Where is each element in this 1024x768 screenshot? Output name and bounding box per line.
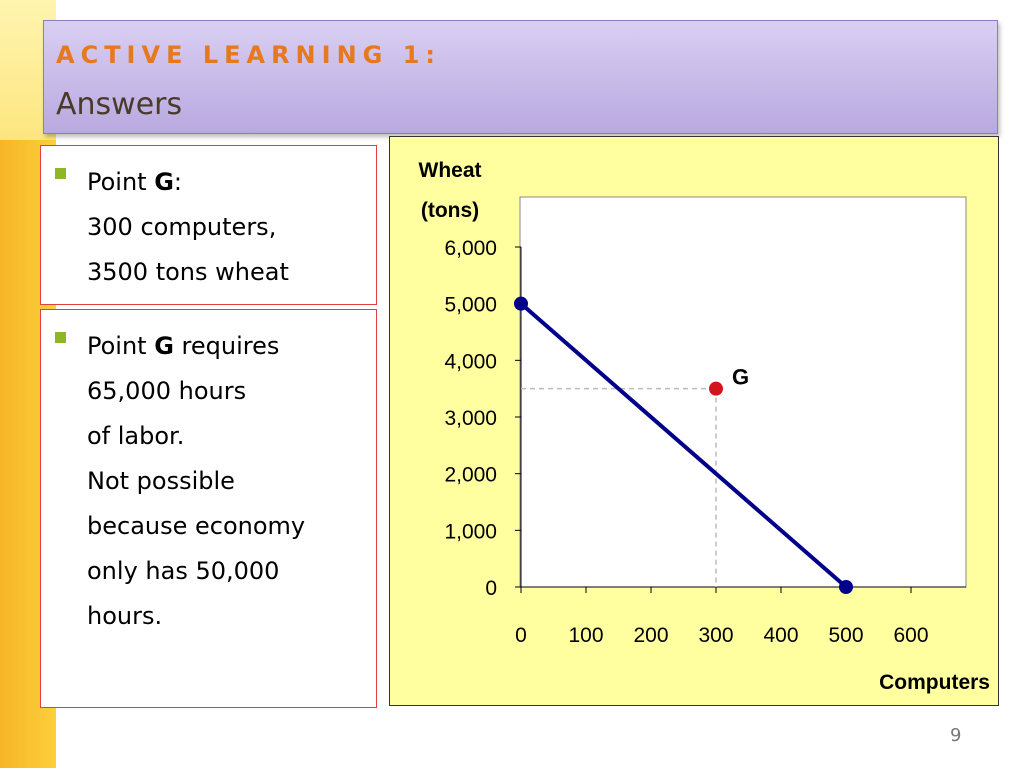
text-run: hours. <box>87 602 163 630</box>
x-tick-label: 0 <box>515 624 527 647</box>
axis-labels: 0 1,000 2,000 3,000 4,000 5,000 6,000 0 100 200 30… <box>419 159 991 694</box>
y-axis-label: Wheat <box>419 159 482 182</box>
point-g-marker <box>709 381 723 396</box>
series-group <box>514 296 853 594</box>
guide-lines <box>521 387 717 587</box>
bullet-line: 65,000 hours <box>87 369 305 414</box>
square-bullet-icon <box>55 168 66 179</box>
text-run: of labor. <box>87 422 185 450</box>
square-bullet-icon <box>55 332 66 343</box>
y-tick-label: 6,000 <box>444 237 497 260</box>
bullet-line: Not possible <box>87 459 305 504</box>
text-run: Point <box>87 168 155 196</box>
text-run: 300 computers, <box>87 213 277 241</box>
x-axis-label: Computers <box>879 671 990 694</box>
plot-area <box>519 196 967 588</box>
slide-subtitle: Answers <box>56 87 183 122</box>
text-run: because economy <box>87 512 306 540</box>
y-tick-label: 2,000 <box>444 464 497 487</box>
bullet-line: Point G: <box>87 160 289 205</box>
bold-text: G <box>154 168 174 196</box>
x-tick-label: 300 <box>698 624 733 647</box>
y-tick-label: 1,000 <box>444 520 497 543</box>
bullet-line: of labor. <box>87 414 305 459</box>
y-tick-label: 5,000 <box>444 294 497 317</box>
ppf-endpoint <box>514 296 528 311</box>
ppf-chart: 0 1,000 2,000 3,000 4,000 5,000 6,000 0 100 200 30… <box>419 159 991 694</box>
slide-title: ACTIVE LEARNING 1: <box>56 41 442 69</box>
bullet-line: only has 50,000 <box>87 549 305 594</box>
bullet-text-2: Point G requires 65,000 hours of labor. Not… <box>87 324 305 639</box>
text-run: only has 50,000 <box>87 557 280 585</box>
y-tick-label: 3,000 <box>444 407 497 430</box>
text-run: Point <box>87 332 155 360</box>
bullet-line: because economy <box>87 504 305 549</box>
x-tick-label: 200 <box>633 624 668 647</box>
ppf-endpoint <box>839 580 853 594</box>
text-run: Not possible <box>87 467 235 495</box>
bullet-line: Point G requires <box>87 324 305 369</box>
y-tick-label: 4,000 <box>444 350 497 373</box>
y-tick-label: 0 <box>485 577 497 600</box>
point-g-label: G <box>732 365 749 390</box>
text-run: 65,000 hours <box>87 377 247 405</box>
bullet-box-2: Point G requires 65,000 hours of labor. Not… <box>40 309 377 708</box>
bullet-line: 300 computers, <box>87 205 289 250</box>
x-tick-label: 100 <box>568 624 603 647</box>
text-run: : <box>173 168 183 196</box>
text-run: 3500 tons wheat <box>87 258 289 286</box>
bullet-line: hours. <box>87 594 305 639</box>
bold-text: G <box>154 332 174 360</box>
chart-panel: 0 1,000 2,000 3,000 4,000 5,000 6,000 0 100 200 30… <box>389 136 999 706</box>
x-tick-label: 600 <box>893 624 928 647</box>
bullet-line: 3500 tons wheat <box>87 250 289 295</box>
ppf-line <box>519 302 848 589</box>
page-number: 9 <box>950 725 962 746</box>
x-tick-label: 500 <box>828 624 863 647</box>
text-run: requires <box>173 332 280 360</box>
title-banner: ACTIVE LEARNING 1: Answers <box>43 20 998 134</box>
x-tick-label: 400 <box>763 624 798 647</box>
bullet-text-1: Point G: 300 computers, 3500 tons wheat <box>87 160 289 295</box>
bullet-box-1: Point G: 300 computers, 3500 tons wheat <box>40 145 377 305</box>
y-axis-label: (tons) <box>421 199 479 222</box>
